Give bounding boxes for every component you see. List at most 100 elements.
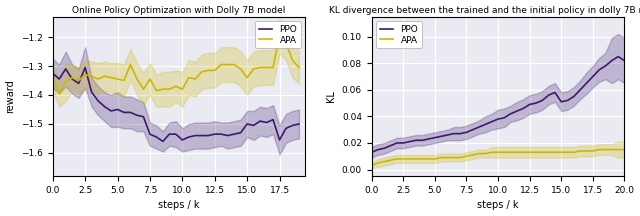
PPO	[399, 142, 407, 144]
PPO	[608, 59, 616, 62]
PPO	[374, 148, 382, 151]
Legend: PPO, APA: PPO, APA	[255, 21, 301, 48]
APA	[224, 63, 232, 66]
PPO	[412, 139, 420, 141]
PPO	[488, 120, 495, 123]
APA	[282, 41, 290, 44]
PPO	[179, 139, 186, 141]
PPO	[68, 78, 76, 80]
PPO	[406, 140, 413, 143]
Legend: PPO, APA: PPO, APA	[376, 21, 422, 48]
APA	[140, 88, 147, 91]
APA	[526, 151, 534, 154]
APA	[263, 66, 271, 69]
PPO	[55, 78, 63, 80]
PPO	[589, 75, 596, 78]
PPO	[532, 102, 540, 104]
APA	[55, 92, 63, 95]
APA	[243, 76, 251, 79]
PPO	[520, 107, 527, 110]
APA	[133, 78, 141, 80]
APA	[444, 156, 451, 159]
PPO	[263, 121, 271, 124]
PPO	[191, 134, 199, 137]
APA	[100, 75, 108, 78]
PPO	[295, 123, 303, 125]
PPO	[494, 118, 502, 120]
PPO	[75, 82, 83, 85]
Line: APA: APA	[52, 36, 299, 94]
APA	[289, 59, 296, 62]
APA	[172, 85, 180, 88]
PPO	[513, 110, 521, 112]
PPO	[62, 68, 70, 70]
PPO	[127, 111, 134, 114]
X-axis label: steps / k: steps / k	[477, 200, 519, 210]
APA	[538, 151, 546, 154]
APA	[425, 158, 433, 160]
APA	[513, 151, 521, 154]
PPO	[507, 112, 515, 115]
Line: APA: APA	[372, 150, 625, 165]
APA	[589, 150, 596, 152]
APA	[374, 162, 382, 164]
APA	[393, 158, 401, 160]
PPO	[107, 110, 115, 112]
PPO	[545, 94, 552, 96]
PPO	[269, 118, 277, 121]
APA	[204, 69, 212, 72]
APA	[276, 34, 284, 37]
PPO	[551, 91, 559, 94]
PPO	[564, 99, 572, 102]
PPO	[463, 131, 470, 134]
APA	[621, 148, 628, 151]
PPO	[393, 142, 401, 144]
PPO	[133, 114, 141, 117]
PPO	[526, 103, 534, 106]
APA	[595, 148, 603, 151]
PPO	[368, 151, 376, 154]
APA	[570, 151, 578, 154]
APA	[520, 151, 527, 154]
APA	[494, 151, 502, 154]
APA	[602, 148, 609, 151]
APA	[185, 76, 193, 79]
X-axis label: steps / k: steps / k	[158, 200, 200, 210]
APA	[399, 158, 407, 160]
PPO	[621, 59, 628, 62]
APA	[614, 148, 622, 151]
APA	[469, 154, 477, 156]
PPO	[243, 123, 251, 125]
PPO	[250, 124, 257, 127]
PPO	[218, 133, 225, 135]
APA	[437, 156, 445, 159]
PPO	[185, 136, 193, 138]
PPO	[557, 100, 565, 103]
PPO	[456, 132, 464, 135]
APA	[368, 164, 376, 167]
APA	[450, 156, 458, 159]
PPO	[172, 133, 180, 135]
APA	[218, 63, 225, 66]
PPO	[198, 134, 205, 137]
APA	[577, 150, 584, 152]
APA	[191, 78, 199, 80]
PPO	[94, 100, 102, 102]
APA	[507, 151, 515, 154]
PPO	[256, 120, 264, 122]
PPO	[100, 105, 108, 108]
APA	[412, 158, 420, 160]
APA	[250, 68, 257, 70]
PPO	[614, 55, 622, 58]
APA	[564, 151, 572, 154]
PPO	[577, 89, 584, 91]
APA	[230, 63, 238, 66]
PPO	[81, 66, 89, 69]
APA	[381, 160, 388, 163]
PPO	[444, 134, 451, 136]
PPO	[276, 139, 284, 141]
PPO	[140, 115, 147, 118]
PPO	[425, 138, 433, 140]
APA	[256, 66, 264, 69]
APA	[269, 66, 277, 69]
